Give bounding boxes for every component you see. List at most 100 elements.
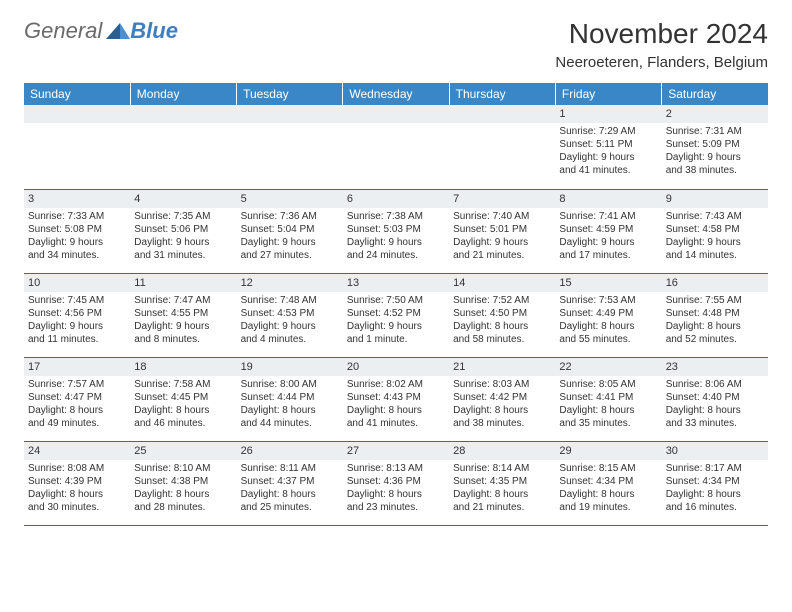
daylight-line-1: Daylight: 8 hours [28,488,126,501]
sunset-line: Sunset: 4:56 PM [28,307,126,320]
day-number: 13 [343,274,449,292]
day-cell: 19Sunrise: 8:00 AMSunset: 4:44 PMDayligh… [237,357,343,441]
daylight-line-2: and 8 minutes. [134,333,232,346]
daylight-line-1: Daylight: 9 hours [134,236,232,249]
sunrise-line: Sunrise: 7:40 AM [453,210,551,223]
sunset-line: Sunset: 4:53 PM [241,307,339,320]
sunrise-line: Sunrise: 7:38 AM [347,210,445,223]
month-title: November 2024 [555,18,768,50]
sunrise-line: Sunrise: 7:57 AM [28,378,126,391]
daylight-line-1: Daylight: 9 hours [559,236,657,249]
day-number: 1 [555,105,661,123]
sunset-line: Sunset: 5:04 PM [241,223,339,236]
day-number: 29 [555,442,661,460]
day-cell: 3Sunrise: 7:33 AMSunset: 5:08 PMDaylight… [24,189,130,273]
daylight-line-1: Daylight: 9 hours [28,236,126,249]
daylight-line-2: and 52 minutes. [666,333,764,346]
brand-part1: General [24,18,102,44]
sunrise-line: Sunrise: 7:50 AM [347,294,445,307]
sunrise-line: Sunrise: 8:11 AM [241,462,339,475]
day-number: 19 [237,358,343,376]
daylight-line-2: and 23 minutes. [347,501,445,514]
daylight-line-1: Daylight: 8 hours [453,488,551,501]
day-cell: 4Sunrise: 7:35 AMSunset: 5:06 PMDaylight… [130,189,236,273]
sunrise-line: Sunrise: 8:05 AM [559,378,657,391]
sunrise-line: Sunrise: 8:03 AM [453,378,551,391]
day-cell: 23Sunrise: 8:06 AMSunset: 4:40 PMDayligh… [662,357,768,441]
day-cell: 18Sunrise: 7:58 AMSunset: 4:45 PMDayligh… [130,357,236,441]
week-row: 1Sunrise: 7:29 AMSunset: 5:11 PMDaylight… [24,105,768,189]
sunrise-line: Sunrise: 7:48 AM [241,294,339,307]
daylight-line-2: and 58 minutes. [453,333,551,346]
day-number: 26 [237,442,343,460]
day-cell: 1Sunrise: 7:29 AMSunset: 5:11 PMDaylight… [555,105,661,189]
daylight-line-2: and 31 minutes. [134,249,232,262]
daylight-line-1: Daylight: 8 hours [134,404,232,417]
daylight-line-2: and 27 minutes. [241,249,339,262]
empty-cell [237,105,343,189]
week-row: 24Sunrise: 8:08 AMSunset: 4:39 PMDayligh… [24,441,768,525]
sunrise-line: Sunrise: 8:15 AM [559,462,657,475]
sunset-line: Sunset: 4:55 PM [134,307,232,320]
day-number: 21 [449,358,555,376]
sunset-line: Sunset: 4:58 PM [666,223,764,236]
daylight-line-1: Daylight: 8 hours [347,404,445,417]
day-cell: 17Sunrise: 7:57 AMSunset: 4:47 PMDayligh… [24,357,130,441]
daylight-line-2: and 4 minutes. [241,333,339,346]
sunset-line: Sunset: 4:43 PM [347,391,445,404]
sunrise-line: Sunrise: 7:55 AM [666,294,764,307]
daylight-line-1: Daylight: 9 hours [453,236,551,249]
daylight-line-2: and 38 minutes. [453,417,551,430]
day-number: 16 [662,274,768,292]
sunrise-line: Sunrise: 7:43 AM [666,210,764,223]
daylight-line-1: Daylight: 9 hours [241,320,339,333]
day-number: 9 [662,190,768,208]
empty-daynum [130,105,236,123]
sunrise-line: Sunrise: 8:17 AM [666,462,764,475]
day-cell: 30Sunrise: 8:17 AMSunset: 4:34 PMDayligh… [662,441,768,525]
sunrise-line: Sunrise: 7:35 AM [134,210,232,223]
day-cell: 22Sunrise: 8:05 AMSunset: 4:41 PMDayligh… [555,357,661,441]
day-cell: 13Sunrise: 7:50 AMSunset: 4:52 PMDayligh… [343,273,449,357]
sunset-line: Sunset: 4:35 PM [453,475,551,488]
daylight-line-2: and 55 minutes. [559,333,657,346]
brand-logo: General Blue [24,18,178,44]
day-number: 28 [449,442,555,460]
daylight-line-2: and 34 minutes. [28,249,126,262]
daylight-line-1: Daylight: 8 hours [666,404,764,417]
day-header: Saturday [662,83,768,105]
day-header: Wednesday [343,83,449,105]
daylight-line-2: and 28 minutes. [134,501,232,514]
empty-cell [449,105,555,189]
sunset-line: Sunset: 4:34 PM [559,475,657,488]
day-number: 5 [237,190,343,208]
day-number: 4 [130,190,236,208]
sunrise-line: Sunrise: 8:06 AM [666,378,764,391]
day-cell: 10Sunrise: 7:45 AMSunset: 4:56 PMDayligh… [24,273,130,357]
daylight-line-1: Daylight: 9 hours [347,320,445,333]
week-row: 10Sunrise: 7:45 AMSunset: 4:56 PMDayligh… [24,273,768,357]
daylight-line-1: Daylight: 9 hours [666,151,764,164]
sunset-line: Sunset: 4:41 PM [559,391,657,404]
day-number: 17 [24,358,130,376]
daylight-line-2: and 49 minutes. [28,417,126,430]
day-cell: 7 Sunrise: 7:40 AMSunset: 5:01 PMDaylight… [449,189,555,273]
day-cell: 25Sunrise: 8:10 AMSunset: 4:38 PMDayligh… [130,441,236,525]
daylight-line-2: and 38 minutes. [666,164,764,177]
day-cell: 9Sunrise: 7:43 AMSunset: 4:58 PMDaylight… [662,189,768,273]
sunset-line: Sunset: 5:08 PM [28,223,126,236]
sunrise-line: Sunrise: 7:53 AM [559,294,657,307]
day-cell: 11Sunrise: 7:47 AMSunset: 4:55 PMDayligh… [130,273,236,357]
daylight-line-2: and 41 minutes. [559,164,657,177]
day-number: 7 [449,190,555,208]
day-cell: 6Sunrise: 7:38 AMSunset: 5:03 PMDaylight… [343,189,449,273]
day-number: 14 [449,274,555,292]
day-cell: 15Sunrise: 7:53 AMSunset: 4:49 PMDayligh… [555,273,661,357]
sunset-line: Sunset: 4:42 PM [453,391,551,404]
header: General Blue November 2024 Neeroeteren, … [24,18,768,71]
sunset-line: Sunset: 4:59 PM [559,223,657,236]
daylight-line-2: and 19 minutes. [559,501,657,514]
location: Neeroeteren, Flanders, Belgium [555,54,768,71]
logo-triangle-icon [106,23,130,39]
sunset-line: Sunset: 5:01 PM [453,223,551,236]
